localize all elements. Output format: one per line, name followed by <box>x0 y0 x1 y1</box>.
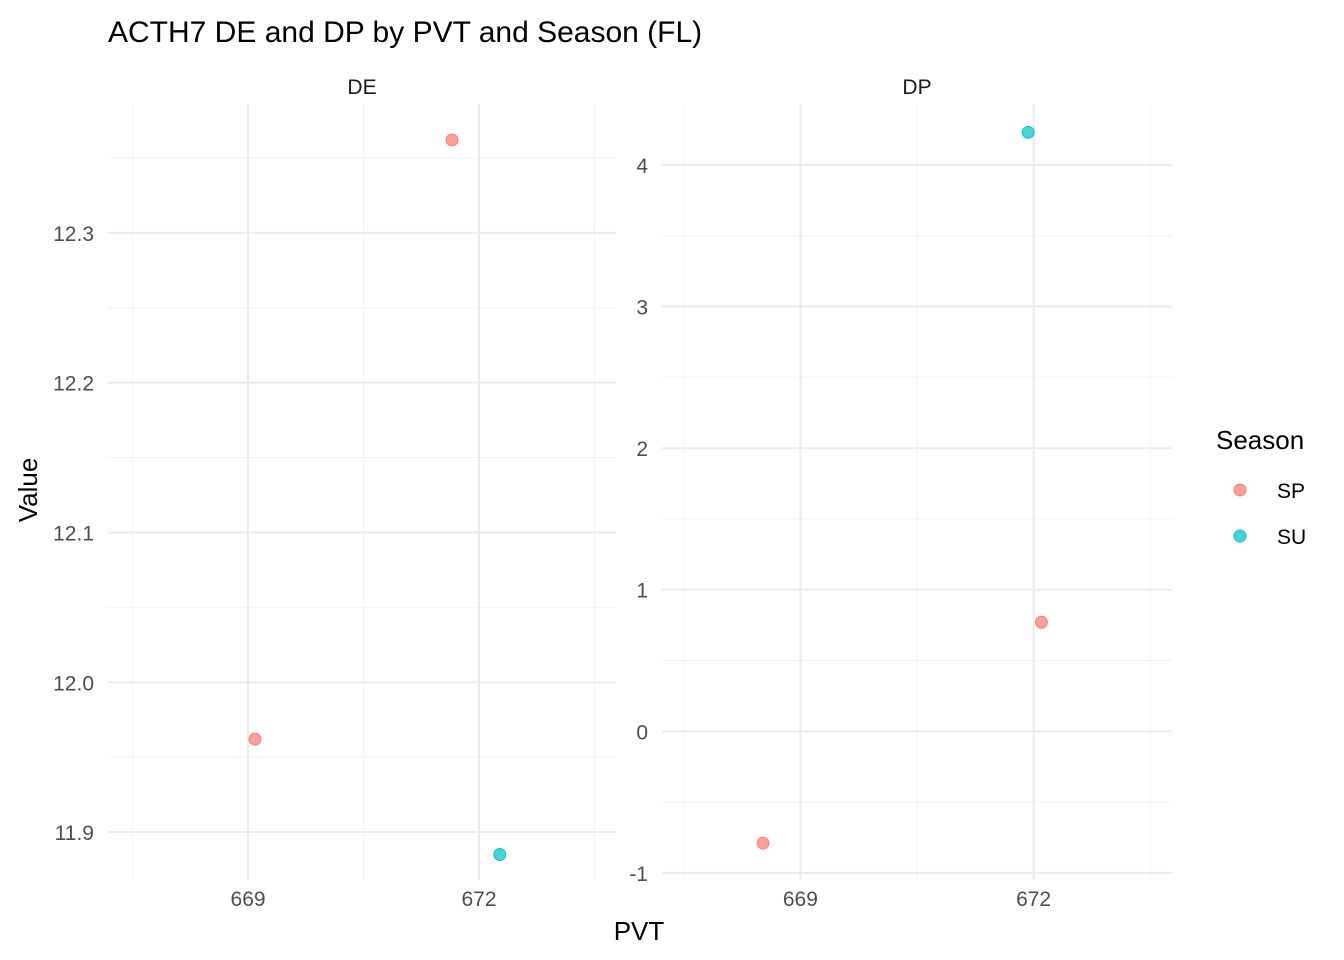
data-point-sp <box>1034 615 1048 629</box>
y-tick-label: 12.1 <box>53 522 94 545</box>
y-tick-label: 4 <box>636 155 648 178</box>
panels: DE 11.9 12.0 12.1 12.2 12.3 669 672 DP -1 0 1 2 3 4 669… <box>53 76 1172 911</box>
facet-strip-label: DE <box>347 76 376 99</box>
y-tick-label: 12.0 <box>53 672 94 695</box>
y-tick-label: 0 <box>636 721 648 744</box>
data-point-su <box>493 848 507 862</box>
x-tick-label: 672 <box>1016 888 1051 911</box>
y-tick-label: 2 <box>636 438 648 461</box>
y-axis-label: Value <box>13 458 43 523</box>
chart-title: ACTH7 DE and DP by PVT and Season (FL) <box>108 16 702 49</box>
facet-strip-label: DP <box>902 76 931 99</box>
legend-label: SP <box>1277 480 1305 503</box>
data-point-sp <box>756 836 770 850</box>
x-axis-label: PVT <box>614 916 665 946</box>
data-point-sp <box>248 732 262 746</box>
panel-de: DE 11.9 12.0 12.1 12.2 12.3 669 672 <box>53 76 616 911</box>
y-tick-label: 12.3 <box>53 223 94 246</box>
legend-key-su <box>1233 529 1247 543</box>
y-tick-label: -1 <box>629 863 648 886</box>
y-tick-label: 12.2 <box>53 373 94 396</box>
y-tick-label: 3 <box>636 296 648 319</box>
y-tick-label: 11.9 <box>55 822 94 845</box>
x-tick-label: 669 <box>231 888 266 911</box>
legend: Season SP SU <box>1216 425 1306 549</box>
data-point-su <box>1021 125 1035 139</box>
data-point-sp <box>445 133 459 147</box>
x-tick-label: 669 <box>783 888 818 911</box>
legend-key-sp <box>1233 483 1247 497</box>
legend-label: SU <box>1277 526 1306 549</box>
x-tick-label: 672 <box>461 888 496 911</box>
panel-dp: DP -1 0 1 2 3 4 669 672 <box>629 76 1172 911</box>
y-tick-label: 1 <box>636 580 648 603</box>
legend-title: Season <box>1216 425 1304 455</box>
